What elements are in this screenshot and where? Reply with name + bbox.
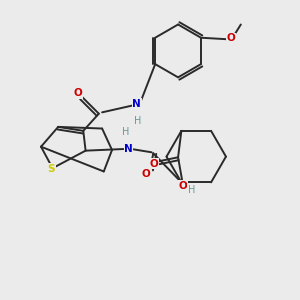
Text: O: O [179,181,188,191]
Text: S: S [47,164,55,174]
Text: H: H [122,127,129,137]
Text: O: O [227,33,236,43]
Text: O: O [150,159,159,169]
Text: N: N [132,99,141,109]
Text: O: O [142,169,150,179]
Text: H: H [188,184,195,195]
Text: N: N [124,144,133,154]
Text: O: O [74,88,83,98]
Text: H: H [134,116,142,126]
